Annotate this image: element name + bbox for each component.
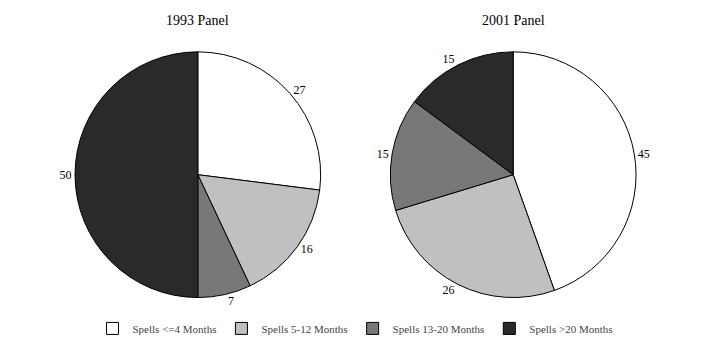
svg-text:Spells 13-20 Months: Spells 13-20 Months [393,323,485,335]
svg-text:50: 50 [59,168,71,182]
svg-text:2001 Panel: 2001 Panel [482,13,545,28]
svg-text:Spells <=4 Months: Spells <=4 Months [133,323,217,335]
svg-text:1993 Panel: 1993 Panel [166,13,229,28]
svg-text:7: 7 [228,294,234,308]
svg-text:27: 27 [293,83,305,97]
svg-text:Spells >20 Months: Spells >20 Months [529,323,612,335]
svg-text:45: 45 [638,147,650,161]
svg-text:Spells 5-12 Months: Spells 5-12 Months [261,323,347,335]
svg-text:15: 15 [377,147,389,161]
svg-text:16: 16 [301,242,313,256]
svg-text:26: 26 [442,283,454,297]
svg-text:15: 15 [442,52,454,66]
